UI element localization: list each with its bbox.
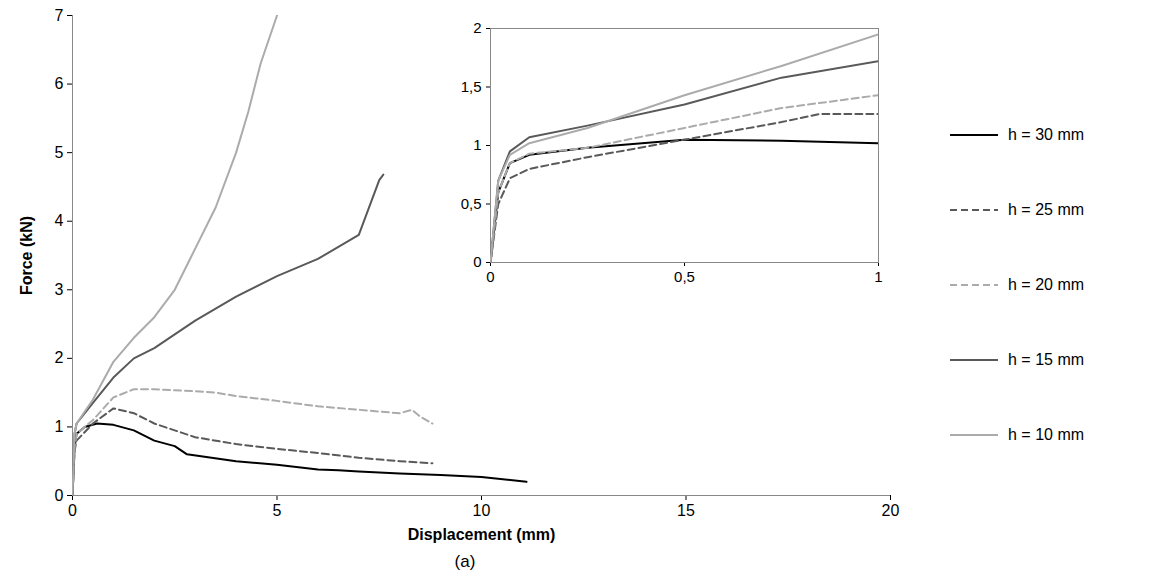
html-text:h = 20 mm: h = 20 mm [1008,276,1084,293]
html-text:h = 10 mm: h = 10 mm [1008,426,1084,443]
svg-text:7: 7 [55,7,64,24]
svg-text:2: 2 [55,349,64,366]
html-text:h = 15 mm: h = 15 mm [1008,351,1084,368]
svg-text:5: 5 [273,502,282,519]
svg-text:6: 6 [55,75,64,92]
svg-text:3: 3 [55,281,64,298]
svg-text:0,5: 0,5 [674,268,695,285]
svg-text:1: 1 [874,268,882,285]
svg-text:15: 15 [677,502,695,519]
svg-text:0,5: 0,5 [461,195,482,212]
svg-text:5: 5 [55,144,64,161]
svg-text:10: 10 [473,502,491,519]
svg-text:Force (kN): Force (kN) [18,216,35,295]
svg-text:1: 1 [55,418,64,435]
svg-text:2: 2 [473,19,481,36]
svg-text:1,5: 1,5 [461,78,482,95]
svg-text:0: 0 [473,253,481,270]
html-text:h = 25 mm: h = 25 mm [1008,201,1084,218]
svg-text:4: 4 [55,212,64,229]
svg-text:0: 0 [55,487,64,504]
svg-text:0: 0 [486,268,494,285]
html-text:(a): (a) [454,552,476,571]
svg-text:0: 0 [68,502,77,519]
svg-text:Displacement (mm): Displacement (mm) [408,526,556,543]
svg-text:20: 20 [882,502,900,519]
html-text:h = 30 mm: h = 30 mm [1008,126,1084,143]
svg-text:1: 1 [473,136,481,153]
